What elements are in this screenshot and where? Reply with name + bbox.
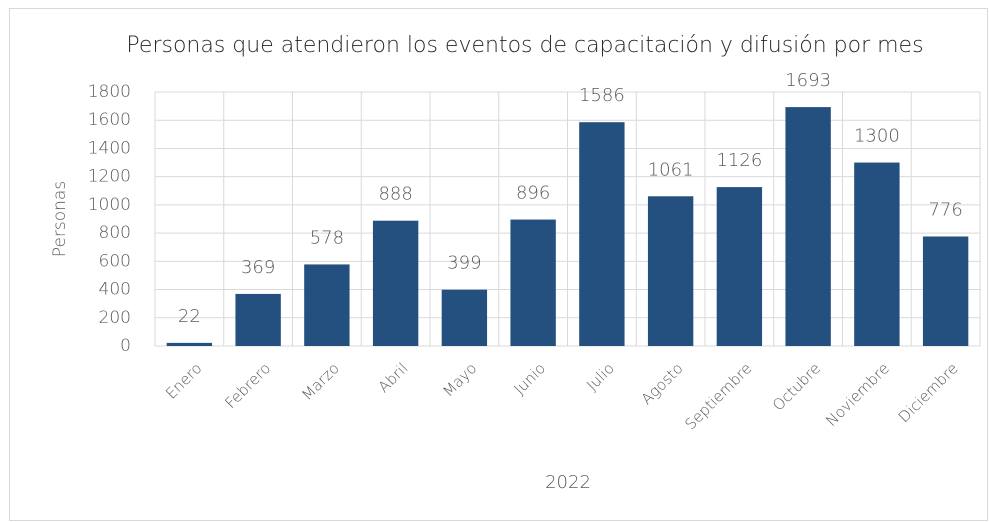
- bar: [304, 264, 350, 346]
- data-label: 896: [516, 183, 550, 204]
- bar: [647, 196, 694, 346]
- y-tick-label: 0: [120, 336, 131, 356]
- bar: [579, 122, 625, 346]
- data-label: 888: [378, 184, 412, 205]
- data-label: 1586: [579, 85, 625, 106]
- data-label: 776: [928, 199, 962, 220]
- bar: [854, 162, 900, 346]
- bar: [785, 107, 831, 346]
- y-tick-label: 1000: [88, 195, 131, 215]
- bar: [166, 342, 213, 346]
- data-label: 369: [241, 257, 275, 278]
- y-tick-label: 1600: [88, 110, 131, 130]
- data-label: 1126: [716, 150, 762, 171]
- bar: [441, 289, 488, 346]
- y-tick-label: 1800: [88, 82, 131, 102]
- chart-title: Personas que atendieron los eventos de c…: [126, 33, 923, 58]
- bar: [716, 187, 763, 346]
- y-tick-label: 600: [99, 251, 131, 271]
- y-tick-label: 200: [99, 308, 131, 328]
- bar: [235, 293, 281, 346]
- bar: [510, 219, 556, 346]
- x-axis-title: 2022: [545, 472, 591, 493]
- y-tick-label: 400: [99, 280, 131, 300]
- bar: [922, 236, 969, 346]
- data-label: 1300: [854, 126, 900, 147]
- data-label: 1061: [648, 159, 694, 180]
- y-axis-title: Personas: [50, 181, 70, 257]
- y-tick-label: 800: [99, 223, 131, 243]
- y-tick-label: 1200: [88, 167, 131, 187]
- y-tick-label: 1400: [88, 138, 131, 158]
- data-label: 578: [310, 227, 344, 248]
- data-label: 1693: [785, 70, 831, 91]
- data-label: 22: [178, 306, 201, 327]
- data-label: 399: [447, 253, 481, 274]
- bar: [372, 220, 419, 346]
